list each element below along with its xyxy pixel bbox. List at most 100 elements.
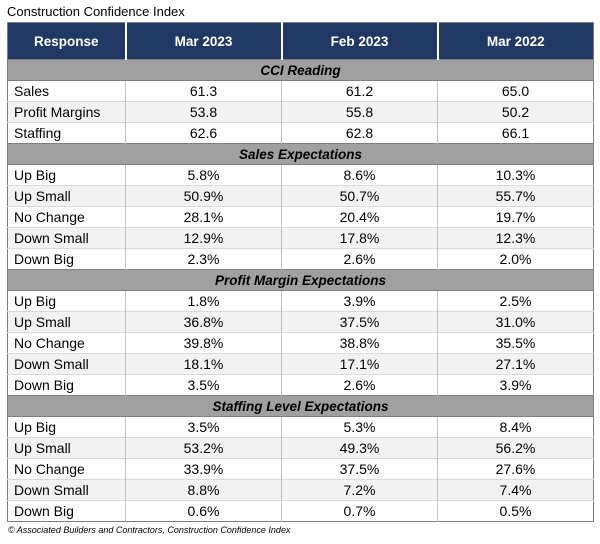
value-cell: 62.8 <box>281 122 438 144</box>
table-row: Up Small 36.8% 37.5% 31.0% <box>7 311 594 333</box>
value-cell: 2.6% <box>281 374 438 396</box>
row-label: Down Small <box>7 353 126 375</box>
row-label: Sales <box>7 80 126 102</box>
value-cell: 19.7% <box>437 206 594 228</box>
value-cell: 65.0 <box>437 80 594 102</box>
section-title: Staffing Level Expectations <box>7 395 594 417</box>
row-label: Down Small <box>7 227 126 249</box>
column-header: Feb 2023 <box>280 22 438 60</box>
row-label: Down Big <box>7 374 126 396</box>
section-header-row: Profit Margin Expectations <box>7 269 594 291</box>
value-cell: 3.9% <box>281 290 438 312</box>
value-cell: 50.2 <box>437 101 594 123</box>
value-cell: 2.3% <box>125 248 282 270</box>
value-cell: 27.1% <box>437 353 594 375</box>
table-row: Up Big 3.5% 5.3% 8.4% <box>7 416 594 438</box>
table-row: Down Small 8.8% 7.2% 7.4% <box>7 479 594 501</box>
value-cell: 8.8% <box>125 479 282 501</box>
row-label: Down Big <box>7 248 126 270</box>
section-header-row: Sales Expectations <box>7 143 594 165</box>
value-cell: 2.6% <box>281 248 438 270</box>
table-row: Up Big 1.8% 3.9% 2.5% <box>7 290 594 312</box>
value-cell: 3.5% <box>125 374 282 396</box>
value-cell: 8.4% <box>437 416 594 438</box>
table-row: Down Big 2.3% 2.6% 2.0% <box>7 248 594 270</box>
column-header: Mar 2023 <box>124 22 282 60</box>
source-credit: © Associated Builders and Contractors, C… <box>8 525 291 535</box>
value-cell: 10.3% <box>437 164 594 186</box>
table-row: Staffing 62.6 62.8 66.1 <box>7 122 594 144</box>
table-row: Down Big 3.5% 2.6% 3.9% <box>7 374 594 396</box>
section-title: Sales Expectations <box>7 143 594 165</box>
table-row: Up Small 50.9% 50.7% 55.7% <box>7 185 594 207</box>
value-cell: 37.5% <box>281 458 438 480</box>
table-header-row: Response Mar 2023 Feb 2023 Mar 2022 <box>7 22 594 60</box>
value-cell: 66.1 <box>437 122 594 144</box>
row-label: Up Big <box>7 290 126 312</box>
row-label: No Change <box>7 206 126 228</box>
value-cell: 12.3% <box>437 227 594 249</box>
value-cell: 53.2% <box>125 437 282 459</box>
table-row: Up Small 53.2% 49.3% 56.2% <box>7 437 594 459</box>
value-cell: 27.6% <box>437 458 594 480</box>
row-label: Profit Margins <box>7 101 126 123</box>
table-row: Sales 61.3 61.2 65.0 <box>7 80 594 102</box>
table-row: No Change 28.1% 20.4% 19.7% <box>7 206 594 228</box>
value-cell: 37.5% <box>281 311 438 333</box>
value-cell: 17.1% <box>281 353 438 375</box>
row-label: No Change <box>7 332 126 354</box>
value-cell: 49.3% <box>281 437 438 459</box>
value-cell: 8.6% <box>281 164 438 186</box>
row-label: Up Small <box>7 437 126 459</box>
column-header: Response <box>7 22 126 60</box>
value-cell: 3.9% <box>437 374 594 396</box>
value-cell: 2.5% <box>437 290 594 312</box>
value-cell: 36.8% <box>125 311 282 333</box>
cci-table: Response Mar 2023 Feb 2023 Mar 2022 CCI Rea… <box>7 22 594 522</box>
row-label: Up Small <box>7 311 126 333</box>
row-label: Up Small <box>7 185 126 207</box>
table-row: Down Small 12.9% 17.8% 12.3% <box>7 227 594 249</box>
value-cell: 50.7% <box>281 185 438 207</box>
table-row: No Change 39.8% 38.8% 35.5% <box>7 332 594 354</box>
table-row: Down Small 18.1% 17.1% 27.1% <box>7 353 594 375</box>
page-title: Construction Confidence Index <box>7 4 185 19</box>
value-cell: 7.2% <box>281 479 438 501</box>
value-cell: 53.8 <box>125 101 282 123</box>
value-cell: 1.8% <box>125 290 282 312</box>
value-cell: 56.2% <box>437 437 594 459</box>
value-cell: 62.6 <box>125 122 282 144</box>
value-cell: 31.0% <box>437 311 594 333</box>
value-cell: 5.3% <box>281 416 438 438</box>
value-cell: 17.8% <box>281 227 438 249</box>
value-cell: 0.6% <box>125 500 282 522</box>
value-cell: 3.5% <box>125 416 282 438</box>
value-cell: 5.8% <box>125 164 282 186</box>
row-label: No Change <box>7 458 126 480</box>
value-cell: 55.7% <box>437 185 594 207</box>
value-cell: 61.3 <box>125 80 282 102</box>
value-cell: 61.2 <box>281 80 438 102</box>
value-cell: 39.8% <box>125 332 282 354</box>
section-title: CCI Reading <box>7 59 594 81</box>
value-cell: 38.8% <box>281 332 438 354</box>
table-row: Profit Margins 53.8 55.8 50.2 <box>7 101 594 123</box>
row-label: Up Big <box>7 416 126 438</box>
table-row: Down Big 0.6% 0.7% 0.5% <box>7 500 594 522</box>
row-label: Down Small <box>7 479 126 501</box>
value-cell: 18.1% <box>125 353 282 375</box>
value-cell: 12.9% <box>125 227 282 249</box>
value-cell: 7.4% <box>437 479 594 501</box>
value-cell: 28.1% <box>125 206 282 228</box>
value-cell: 0.7% <box>281 500 438 522</box>
value-cell: 35.5% <box>437 332 594 354</box>
table-body: CCI Reading Sales 61.3 61.2 65.0 Profit Margi… <box>7 59 594 522</box>
table-row: No Change 33.9% 37.5% 27.6% <box>7 458 594 480</box>
value-cell: 0.5% <box>437 500 594 522</box>
section-title: Profit Margin Expectations <box>7 269 594 291</box>
value-cell: 50.9% <box>125 185 282 207</box>
row-label: Up Big <box>7 164 126 186</box>
section-header-row: CCI Reading <box>7 59 594 81</box>
value-cell: 33.9% <box>125 458 282 480</box>
